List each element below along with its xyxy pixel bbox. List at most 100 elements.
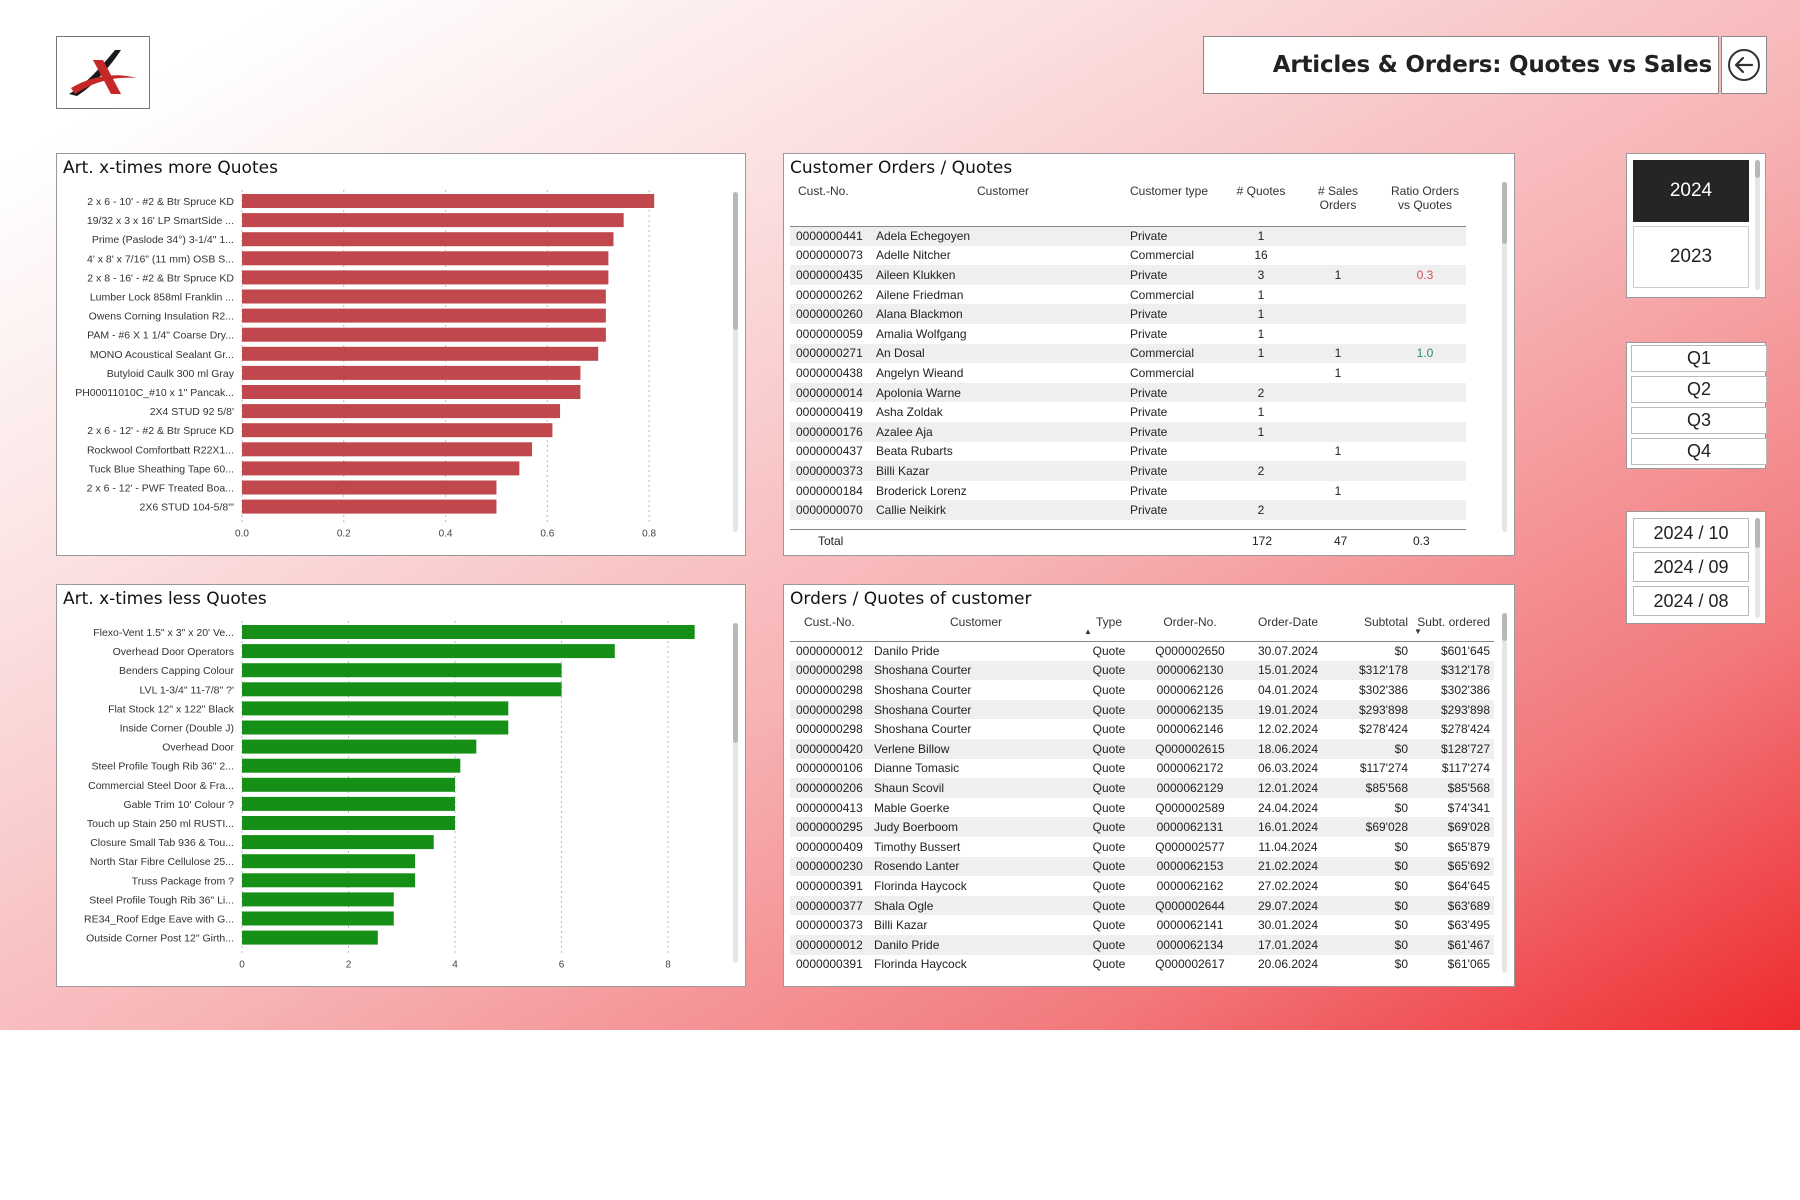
customer-orders-scrollbar[interactable] xyxy=(1502,182,1507,532)
table-cell xyxy=(1292,285,1384,305)
col-customer-type[interactable]: Customer type xyxy=(1130,184,1209,198)
customer-orders-scroll-thumb[interactable] xyxy=(1502,182,1507,244)
col-order-no[interactable]: Order-No. xyxy=(1163,615,1217,629)
table-row[interactable]: 0000000184 Broderick Lorenz Private 1 xyxy=(790,481,1466,501)
table-row[interactable]: 0000000413 Mable Goerke Quote Q000002589 24.… xyxy=(790,798,1494,818)
table-cell: 0000000441 xyxy=(790,226,876,246)
table-row[interactable]: 0000000391 Florinda Haycock Quote 000006216… xyxy=(790,876,1494,896)
table-row[interactable]: 0000000295 Judy Boerboom Quote 0000062131 16… xyxy=(790,817,1494,837)
col-cust-no[interactable]: Cust.-No. xyxy=(798,184,849,198)
table-row[interactable]: 0000000271 An Dosal Commercial 1 1 1.0 xyxy=(790,343,1466,364)
table-row[interactable]: 0000000176 Azalee Aja Private 1 xyxy=(790,421,1466,442)
table-cell: $85'568 xyxy=(1408,778,1494,798)
table-row[interactable]: 0000000262 Ailene Friedman Commercial 1 xyxy=(790,285,1466,305)
table-cell: 0000000373 xyxy=(796,918,863,933)
table-cell: $293'898 xyxy=(1408,699,1494,720)
table-row[interactable]: 0000000409 Timothy Bussert Quote Q000002577… xyxy=(790,837,1494,857)
month-2024-10-button[interactable]: 2024 / 10 xyxy=(1633,518,1749,548)
table-row[interactable]: 0000000420 Verlene Billow Quote Q000002615 1… xyxy=(790,738,1494,759)
table-row[interactable]: 0000000206 Shaun Scovil Quote 0000062129 12.… xyxy=(790,778,1494,798)
quarter-q4-button[interactable]: Q4 xyxy=(1631,438,1767,465)
month-2024-09-button[interactable]: 2024 / 09 xyxy=(1633,552,1749,582)
table-cell: 1 xyxy=(1230,421,1292,442)
more-quotes-tick-label: 0.0 xyxy=(235,529,249,540)
customer-orders-panel: Customer Orders / Quotes Cust.-No. Custo… xyxy=(783,153,1515,556)
col-type[interactable]: Type ▲ xyxy=(1078,615,1140,641)
more-quotes-bar xyxy=(242,289,606,304)
table-cell: $293'898 xyxy=(1336,699,1408,720)
table-row[interactable]: 0000000391 Florinda Haycock Quote Q00000261… xyxy=(790,955,1494,975)
table-row[interactable]: 0000000073 Adelle Nitcher Commercial 16 xyxy=(790,246,1466,266)
less-quotes-category-label: Flexo-Vent 1.5" x 3" x 20' Ve... xyxy=(93,627,234,639)
table-cell xyxy=(1292,421,1384,442)
col-customer[interactable]: Customer xyxy=(976,184,1029,198)
table-row[interactable]: 0000000298 Shoshana Courter Quote 000006212… xyxy=(790,680,1494,700)
table-row[interactable]: 0000000012 Danilo Pride Quote Q000002650 30.… xyxy=(790,641,1494,661)
year-slicer-scroll-thumb[interactable] xyxy=(1755,160,1760,178)
table-row[interactable]: 0000000012 Danilo Pride Quote 0000062134 17.… xyxy=(790,934,1494,955)
chart-more-quotes-title: Art. x-times more Quotes xyxy=(63,158,278,178)
table-row[interactable]: 0000000373 Billi Kazar Quote 0000062141 30.0… xyxy=(790,915,1494,935)
table-row[interactable]: 0000000437 Beata Rubarts Private 1 xyxy=(790,442,1466,462)
year-2024-button[interactable]: 2024 xyxy=(1633,160,1749,222)
col-sales-orders[interactable]: # Sales Orders xyxy=(1317,184,1359,212)
table-cell: Private xyxy=(1130,405,1168,420)
col-subt-ordered[interactable]: Subt. ordered ▼ xyxy=(1408,615,1494,641)
table-cell: $69'028 xyxy=(1336,817,1408,837)
col-order-date[interactable]: Order-Date xyxy=(1257,615,1319,629)
more-quotes-tick-label: 0.4 xyxy=(439,529,453,540)
quarter-q1-button[interactable]: Q1 xyxy=(1631,345,1767,372)
chart-more-scroll-thumb[interactable] xyxy=(733,192,738,330)
table-row[interactable]: 0000000298 Shoshana Courter Quote 000006214… xyxy=(790,719,1494,739)
chart-less-scrollbar[interactable] xyxy=(733,623,738,963)
table-row[interactable]: 0000000106 Dianne Tomasic Quote 0000062172 0… xyxy=(790,759,1494,779)
more-quotes-bar xyxy=(242,346,599,361)
month-slicer-scroll-thumb[interactable] xyxy=(1755,518,1760,548)
orders-of-customer-scroll-thumb[interactable] xyxy=(1502,613,1507,641)
table-row[interactable]: 0000000438 Angelyn Wieand Commercial 1 xyxy=(790,363,1466,383)
year-2023-button[interactable]: 2023 xyxy=(1633,226,1749,288)
table-row[interactable]: 0000000014 Apolonia Warne Private 2 xyxy=(790,382,1466,403)
col-quotes[interactable]: # Quotes xyxy=(1236,184,1286,198)
year-slicer-scrollbar[interactable] xyxy=(1755,160,1760,290)
less-quotes-bar xyxy=(242,892,394,907)
chart-less-scroll-thumb[interactable] xyxy=(733,623,738,743)
table-cell: $0 xyxy=(1394,918,1408,933)
month-2024-08-button[interactable]: 2024 / 08 xyxy=(1633,586,1749,616)
table-cell: Quote xyxy=(1078,895,1140,916)
col-subtotal[interactable]: Subtotal xyxy=(1363,615,1408,629)
month-slicer-scrollbar[interactable] xyxy=(1755,518,1760,618)
col-cust-no-2[interactable]: Cust.-No. xyxy=(804,615,855,629)
table-cell: $61'065 xyxy=(1447,957,1490,972)
table-row[interactable]: 0000000230 Rosendo Lanter Quote 0000062153 2… xyxy=(790,856,1494,877)
table-cell xyxy=(1292,461,1384,481)
more-quotes-bar xyxy=(242,251,609,266)
back-button[interactable] xyxy=(1721,36,1767,94)
col-ratio[interactable]: Ratio Orders vs Quotes xyxy=(1390,184,1460,212)
col-customer-2[interactable]: Customer xyxy=(949,615,1002,629)
table-row[interactable]: 0000000441 Adela Echegoyen Private 1 xyxy=(790,226,1466,246)
chart-more-scrollbar[interactable] xyxy=(733,192,738,532)
table-cell: 2 xyxy=(1230,382,1292,403)
more-quotes-bar xyxy=(242,365,581,380)
less-quotes-bar xyxy=(242,625,695,639)
table-cell: 1 xyxy=(1292,343,1384,364)
table-row[interactable]: 0000000070 Callie Neikirk Private 2 xyxy=(790,500,1466,520)
table-row[interactable]: 0000000298 Shoshana Courter Quote 000006213… xyxy=(790,660,1494,681)
table-row[interactable]: 0000000419 Asha Zoldak Private 1 xyxy=(790,402,1466,422)
more-quotes-bar xyxy=(242,194,655,208)
table-cell: 27.02.2024 xyxy=(1257,878,1319,893)
table-row[interactable]: 0000000059 Amalia Wolfgang Private 1 xyxy=(790,324,1466,344)
total-ratio: 0.3 xyxy=(1413,534,1430,548)
table-cell: Broderick Lorenz xyxy=(876,483,967,498)
table-cell: 1 xyxy=(1257,287,1265,302)
table-row[interactable]: 0000000260 Alana Blackmon Private 1 xyxy=(790,304,1466,324)
table-row[interactable]: 0000000435 Aileen Klukken Private 3 1 0.3 xyxy=(790,265,1466,285)
table-cell: Danilo Pride xyxy=(874,934,1078,955)
orders-of-customer-scrollbar[interactable] xyxy=(1502,613,1507,973)
table-row[interactable]: 0000000373 Billi Kazar Private 2 xyxy=(790,461,1466,481)
quarter-q3-button[interactable]: Q3 xyxy=(1631,407,1767,434)
table-row[interactable]: 0000000377 Shala Ogle Quote Q000002644 29.07… xyxy=(790,895,1494,916)
table-row[interactable]: 0000000298 Shoshana Courter Quote 000006213… xyxy=(790,699,1494,720)
quarter-q2-button[interactable]: Q2 xyxy=(1631,376,1767,403)
